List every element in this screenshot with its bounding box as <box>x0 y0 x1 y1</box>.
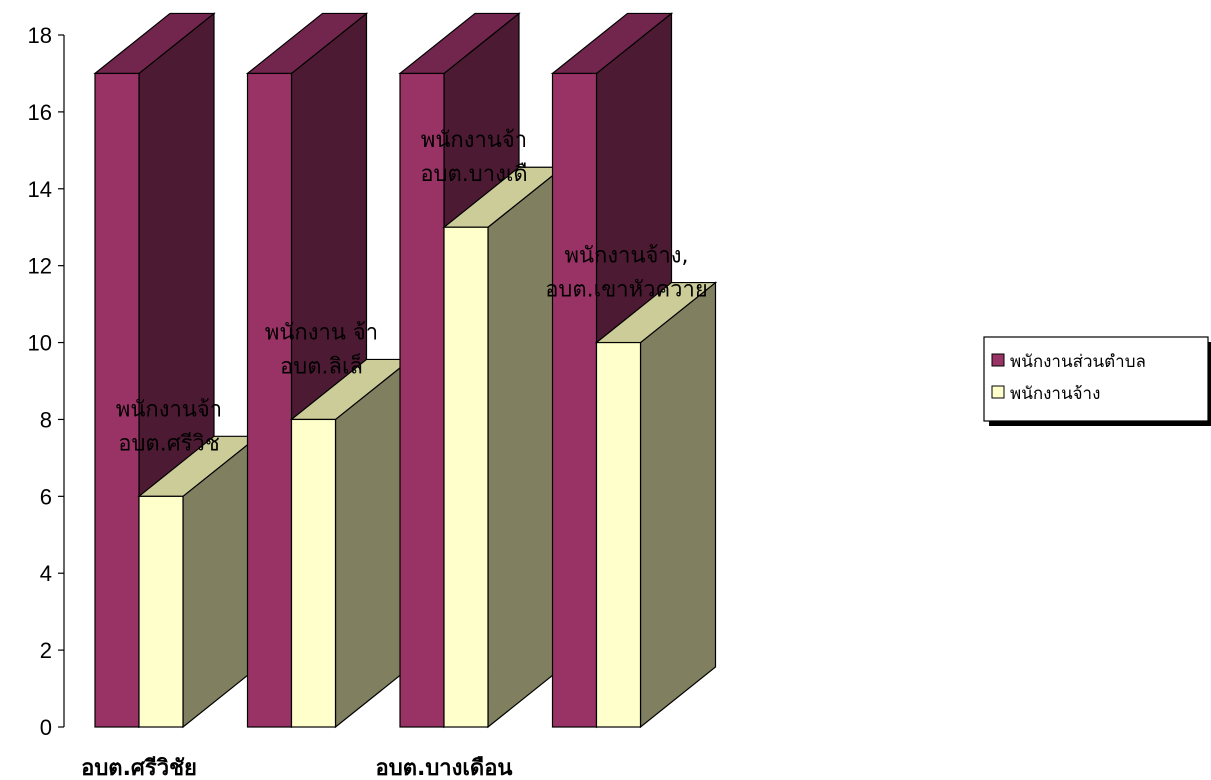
legend-swatch <box>991 353 1005 367</box>
bar-side <box>639 281 717 729</box>
data-label-line2: อบต.ลิเล็ <box>280 351 363 379</box>
data-label-line2: อบต.ศรีวิช <box>118 431 220 456</box>
data-label-line2: อบต.บางเดื <box>420 162 527 187</box>
legend-label: พนักงานส่วนตำบล <box>1010 352 1146 372</box>
plot-area <box>93 12 718 729</box>
data-label-line1: พนักงานจ้าง, <box>565 244 689 269</box>
bar-front <box>551 72 598 728</box>
bar-series2-1 <box>137 435 260 729</box>
y-tick-label: 8 <box>40 407 52 432</box>
x-tick-label: อบต.บางเดือน <box>376 756 513 780</box>
bar-front <box>399 72 445 728</box>
y-tick-label: 0 <box>40 715 52 740</box>
data-label-line1: พนักงานจ้า <box>116 397 222 422</box>
data-label: พนักงานจ้าง, อบต.เขาหัวควาย <box>545 244 708 303</box>
legend-swatch <box>991 385 1005 399</box>
y-tick-label: 2 <box>40 638 52 663</box>
bar-side <box>334 358 412 729</box>
data-label-line2: อบต.เขาหัวควาย <box>545 278 708 303</box>
bar-front <box>138 495 184 728</box>
y-tick-label: 6 <box>40 484 52 509</box>
y-tick-label: 4 <box>40 561 52 586</box>
data-label-line1: พนักงาน จ้า <box>265 320 378 345</box>
bar-front <box>246 72 293 728</box>
y-tick-label: 16 <box>28 100 52 125</box>
y-tick-label: 14 <box>28 177 52 202</box>
bar-front <box>94 72 140 728</box>
bar-side <box>487 165 564 729</box>
bar-front <box>290 418 337 728</box>
y-tick-label: 12 <box>28 254 52 279</box>
x-axis-labels: อบต.ศรีวิชัย อบต.บางเดือน <box>81 756 512 780</box>
bar-series2-2 <box>289 358 413 729</box>
legend-box <box>983 336 1209 422</box>
y-axis: 0 2 4 6 8 10 12 14 16 18 <box>28 23 65 740</box>
bar-series2-3 <box>442 165 565 729</box>
x-tick-label: อบต.ศรีวิชัย <box>81 756 197 780</box>
y-tick-label: 10 <box>28 331 52 356</box>
bar-front <box>443 226 489 728</box>
y-tick-label: 18 <box>28 23 52 48</box>
data-label-line1: พนักงานจ้า <box>421 128 527 153</box>
legend-label: พนักงานจ้าง <box>1010 384 1100 404</box>
bar-front <box>595 341 642 728</box>
bar-series2-4 <box>594 281 718 729</box>
